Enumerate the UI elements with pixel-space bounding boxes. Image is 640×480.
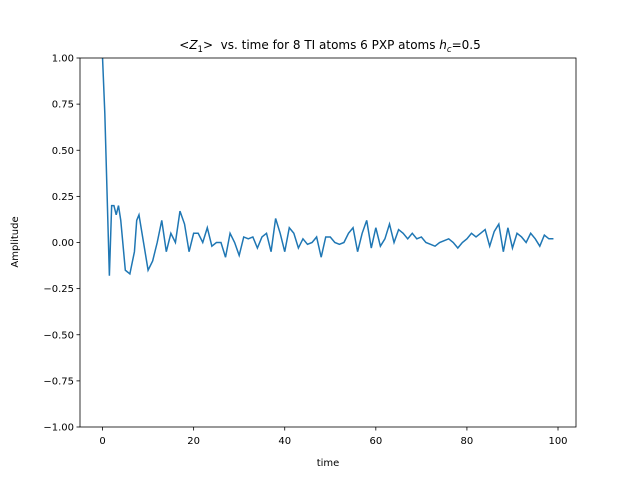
chart-title: <Z1> vs. time for 8 TI atoms 6 PXP atoms… [179, 38, 480, 55]
y-tick-label: −1.00 [43, 423, 74, 434]
x-tick-label: 60 [369, 436, 382, 447]
plot-frame [79, 57, 577, 428]
y-tick-label: −0.25 [43, 284, 74, 295]
x-tick-label: 40 [278, 436, 291, 447]
y-tick-label: 0.50 [52, 146, 74, 157]
y-tick-label: 1.00 [52, 54, 74, 65]
y-tick-label: −0.50 [43, 330, 74, 341]
y-tick-label: −0.75 [43, 376, 74, 387]
x-tick-label: 80 [461, 436, 474, 447]
x-axis-label: time [317, 458, 340, 469]
x-tick-label: 20 [187, 436, 200, 447]
y-axis-label: Amplitude [10, 216, 21, 267]
y-tick-label: 0.25 [52, 192, 74, 203]
line-series [101, 58, 554, 276]
y-tick-label: 0.00 [52, 238, 74, 249]
x-tick-label: 100 [548, 436, 567, 447]
y-tick-label: 0.75 [52, 100, 74, 111]
x-tick-label: 0 [99, 436, 105, 447]
